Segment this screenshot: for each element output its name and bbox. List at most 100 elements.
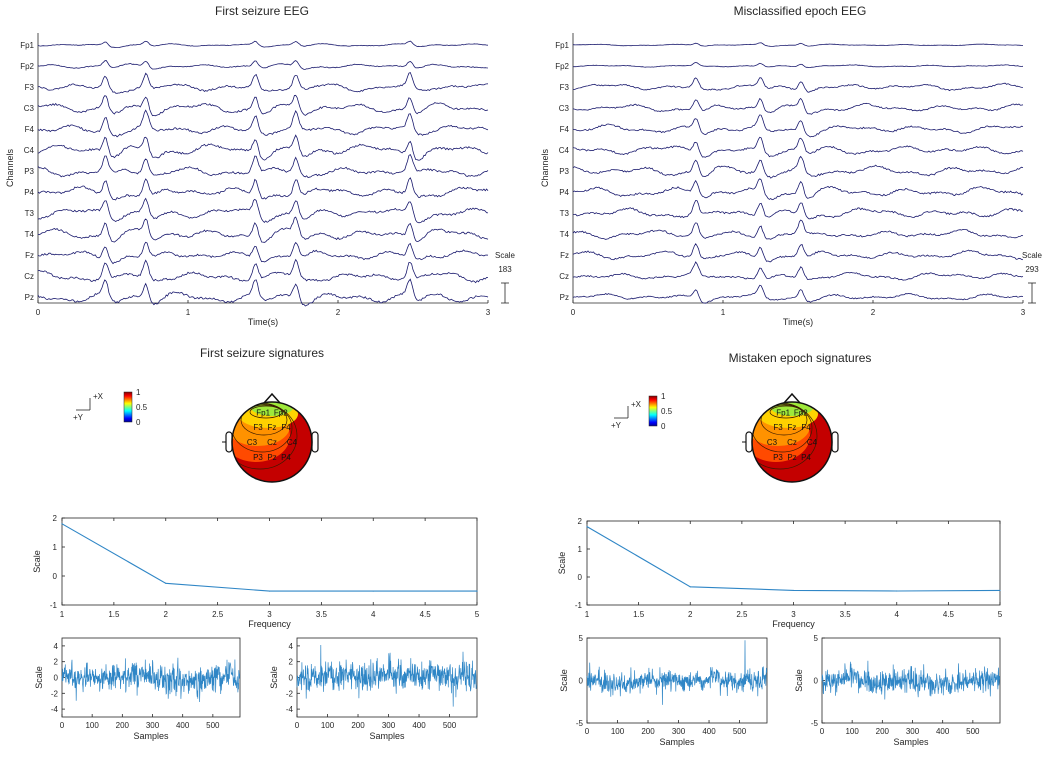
eeg-trace-f4: [37, 109, 489, 138]
x-tick-label: 0: [585, 727, 590, 736]
data-point: [268, 590, 271, 592]
x-axis-label: Samples: [659, 737, 695, 747]
colorbar-tick-label: 1: [661, 392, 666, 401]
y-tick-label: 5: [814, 634, 819, 643]
eeg-trace-fp1: [37, 40, 489, 48]
y-tick-label: 2: [53, 514, 58, 523]
y-axis-label: Scale: [557, 552, 567, 575]
channel-label: F4: [560, 125, 570, 134]
x-tick-label: 2: [336, 308, 341, 317]
x-tick-label: 2.5: [736, 610, 748, 619]
x-tick-label: 3: [486, 308, 491, 317]
x-tick-label: 300: [906, 727, 920, 736]
channel-label: Fp1: [555, 41, 569, 50]
data-point: [896, 590, 898, 592]
eeg-panel-title: Misclassified epoch EEG: [734, 4, 867, 18]
signature-title-right: Mistaken epoch signatures: [729, 351, 872, 365]
channel-label: T4: [560, 230, 570, 239]
eeg-trace-t4: [572, 219, 1024, 240]
channel-label: Fp2: [555, 62, 569, 71]
x-tick-label: 0: [295, 721, 300, 730]
eeg-trace-c4: [572, 136, 1024, 158]
data-point: [586, 526, 588, 528]
x-tick-label: 200: [351, 721, 365, 730]
channel-label: C4: [559, 146, 570, 155]
sample-series-line: [821, 660, 1001, 700]
right-ear: [831, 431, 839, 453]
y-axis-label: Channels: [5, 148, 15, 187]
x-tick-label: 1: [721, 308, 726, 317]
eeg-trace-fp2: [572, 62, 1024, 68]
y-tick-label: 5: [579, 634, 584, 643]
topo-contour-line: [249, 405, 283, 419]
colorbar: [123, 391, 133, 423]
x-axis-label: Samples: [369, 731, 405, 741]
topo-group-2: +X +Y 1 0.5 0 Fp1 Fp2 F3 Fz F4 C3 Cz C4 P3 Pz P4: [611, 392, 839, 483]
x-tick-label: 2: [164, 610, 169, 619]
electrode-label: Cz: [267, 438, 277, 447]
channel-label: Fz: [560, 251, 569, 260]
channel-label: Cz: [24, 272, 34, 281]
x-tick-label: 500: [966, 727, 980, 736]
colorbar-tick-label: 0: [136, 418, 141, 427]
electrode-label: C4: [807, 438, 818, 447]
colorbar-tick-label: 0.5: [136, 403, 148, 412]
x-tick-label: 5: [998, 610, 1003, 619]
frequency-chart-1: 1 1.5 2 2.5 3 3.5 4 4.5 5 2 1 0 -1 Frequency Scale: [32, 514, 480, 629]
eeg-trace-t4: [37, 216, 489, 243]
axis-indicator-y-label: +Y: [73, 413, 84, 422]
x-tick-label: 400: [936, 727, 950, 736]
y-tick-label: 2: [578, 517, 583, 526]
scale-label: Scale: [1022, 251, 1043, 260]
channel-label: P3: [24, 167, 34, 176]
channel-label: Pz: [560, 293, 569, 302]
channel-label: P4: [559, 188, 569, 197]
x-axis-label: Frequency: [772, 619, 815, 629]
x-tick-label: 3: [1021, 308, 1026, 317]
eeg-trace-f3: [37, 71, 489, 94]
head-fill: [232, 402, 312, 482]
scale-value: 183: [498, 265, 512, 274]
x-tick-label: 3: [267, 610, 272, 619]
x-tick-label: 1: [60, 610, 65, 619]
eeg-panel-1: First seizure EEG 0 1 2 3 Time(s) Channels Fp1 F…: [5, 4, 516, 327]
topo-contour-line: [240, 404, 288, 436]
y-tick-label: 0: [53, 572, 58, 581]
eeg-trace-pz: [37, 278, 489, 307]
y-tick-label: -1: [575, 601, 583, 610]
scale-value: 293: [1025, 265, 1039, 274]
x-tick-label: 1: [585, 610, 590, 619]
electrode-label: Fp1: [776, 408, 790, 417]
electrode-label: F3: [773, 423, 783, 432]
topo-maps: +X +Y 1 0.5 0 Fp1 Fp2 F3 Fz F4 C3 Cz C4 P3 Pz P4 +X +Y 1 0.…: [73, 388, 839, 483]
electrode-label: Pz: [267, 453, 276, 462]
channel-label: C3: [559, 104, 570, 113]
y-tick-label: -2: [286, 689, 294, 698]
eeg-panel-2: Misclassified epoch EEG 0 1 2 3 Time(s) Channe…: [540, 4, 1043, 327]
channel-label: Cz: [559, 272, 569, 281]
electrode-label: Cz: [787, 438, 797, 447]
samples-chart-1: 0 100 200 300 400 500 4 2 0 -2 -4 Samples Scale: [34, 637, 241, 741]
nose-outline: [783, 392, 801, 404]
topo-group-1: +X +Y 1 0.5 0 Fp1 Fp2 F3 Fz F4 C3 Cz C4 P3 Pz P4: [73, 388, 319, 483]
eeg-trace-c4: [37, 134, 489, 161]
y-tick-label: -5: [576, 719, 584, 728]
x-tick-label: 2.5: [212, 610, 224, 619]
eeg-trace-f3: [572, 77, 1024, 93]
channel-label: Fp2: [20, 62, 34, 71]
x-tick-label: 500: [443, 721, 457, 730]
y-tick-label: -2: [51, 689, 59, 698]
eeg-trace-t3: [573, 199, 1024, 220]
electrode-label: F3: [253, 423, 263, 432]
data-point: [999, 589, 1001, 592]
y-tick-label: -5: [811, 719, 819, 728]
y-tick-label: 4: [54, 642, 59, 651]
channel-label: T3: [560, 209, 570, 218]
x-tick-label: 100: [845, 727, 859, 736]
eeg-panels: First seizure EEG 0 1 2 3 Time(s) Channels Fp1 F…: [5, 4, 1043, 327]
eeg-trace-cz: [37, 258, 489, 284]
x-axis-label: Samples: [133, 731, 169, 741]
x-tick-label: 0: [571, 308, 576, 317]
x-tick-label: 100: [321, 721, 335, 730]
